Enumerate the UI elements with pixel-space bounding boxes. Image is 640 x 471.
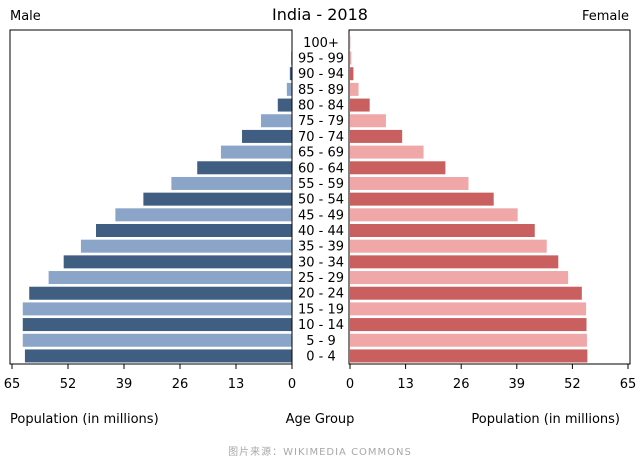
female-bar: [350, 271, 569, 285]
male-bar: [242, 129, 292, 143]
female-bar: [350, 318, 587, 332]
female-bar: [350, 208, 518, 222]
age-group-label: 95 - 99: [298, 52, 344, 67]
male-panel-label: Male: [10, 9, 41, 24]
male-bar: [22, 333, 293, 347]
female-bar: [350, 302, 587, 316]
chart-title: India - 2018: [272, 5, 368, 24]
female-bar: [350, 192, 494, 206]
female-x-tick-label: 0: [346, 377, 354, 392]
male-x-tick-label: 0: [288, 377, 296, 392]
image-credit: 图片来源：WIKIMEDIA COMMONS: [228, 445, 412, 458]
male-bar: [29, 286, 292, 300]
female-bar: [350, 239, 547, 253]
age-group-label: 45 - 49: [298, 208, 344, 223]
age-group-label: 25 - 29: [298, 271, 344, 286]
male-x-tick-label: 52: [60, 377, 77, 392]
male-bar: [115, 208, 292, 222]
female-axis-title: Population (in millions): [471, 412, 620, 427]
male-bars: [22, 35, 293, 363]
female-bar: [350, 333, 587, 347]
male-x-tick-label: 26: [172, 377, 189, 392]
female-bar: [350, 98, 370, 112]
age-group-axis-title: Age Group: [286, 412, 355, 427]
female-bar: [350, 349, 588, 363]
age-group-label: 0 - 4: [306, 349, 336, 364]
female-bar: [350, 176, 469, 190]
male-bar: [22, 302, 293, 316]
female-bar: [350, 129, 403, 143]
age-group-label: 80 - 84: [298, 99, 344, 114]
male-plot-frame: [9, 29, 293, 365]
age-group-label: 10 - 14: [298, 318, 344, 333]
female-x-tick-label: 13: [397, 377, 414, 392]
male-bar: [80, 239, 292, 253]
male-bar: [286, 82, 292, 96]
age-group-label: 90 - 94: [298, 67, 344, 82]
female-bar: [350, 145, 424, 159]
age-group-label: 30 - 34: [298, 255, 344, 270]
male-bar: [277, 98, 292, 112]
female-bars: [350, 35, 588, 363]
age-group-label: 75 - 79: [298, 114, 344, 129]
age-group-label: 60 - 64: [298, 161, 344, 176]
male-x-tick-label: 13: [228, 377, 245, 392]
age-group-label: 85 - 89: [298, 83, 344, 98]
female-bar: [350, 255, 559, 269]
male-axis-title: Population (in millions): [10, 412, 159, 427]
age-group-label: 65 - 69: [298, 146, 344, 161]
male-bar: [171, 176, 292, 190]
male-x-tick-label: 65: [4, 377, 21, 392]
age-group-label: 70 - 74: [298, 130, 344, 145]
age-group-label: 35 - 39: [298, 240, 344, 255]
male-bar: [22, 318, 293, 332]
female-bar: [350, 67, 354, 81]
age-group-label: 40 - 44: [298, 224, 344, 239]
male-bar: [96, 224, 292, 237]
age-group-label: 20 - 24: [298, 287, 344, 302]
female-bar: [350, 224, 535, 237]
age-group-label: 55 - 59: [298, 177, 344, 192]
female-bar: [350, 114, 386, 128]
female-x-tick-label: 52: [564, 377, 581, 392]
female-x-tick-label: 65: [620, 377, 637, 392]
female-x-tick-label: 39: [509, 377, 526, 392]
male-x-tick-label: 39: [116, 377, 133, 392]
male-bar: [220, 145, 292, 159]
age-group-label: 50 - 54: [298, 193, 344, 208]
female-panel-label: Female: [582, 9, 629, 24]
male-bar: [63, 255, 292, 269]
male-x-axis: 0 13 26 39 52 65: [4, 364, 296, 392]
male-bar: [143, 192, 292, 206]
female-bar: [350, 286, 582, 300]
female-bar: [350, 82, 359, 96]
female-x-tick-label: 26: [453, 377, 470, 392]
male-bar: [197, 161, 292, 175]
female-plot-frame: [348, 29, 631, 365]
age-group-label: 15 - 19: [298, 302, 344, 317]
male-bar: [260, 114, 292, 128]
female-bar: [350, 161, 446, 175]
age-group-label: 100+: [303, 36, 339, 51]
age-group-label: 5 - 9: [306, 334, 336, 349]
female-x-axis: 0 13 26 39 52 65: [346, 364, 636, 392]
male-bar: [289, 67, 292, 81]
female-bar: [350, 51, 352, 65]
male-bar: [48, 271, 293, 285]
male-bar: [24, 349, 292, 363]
